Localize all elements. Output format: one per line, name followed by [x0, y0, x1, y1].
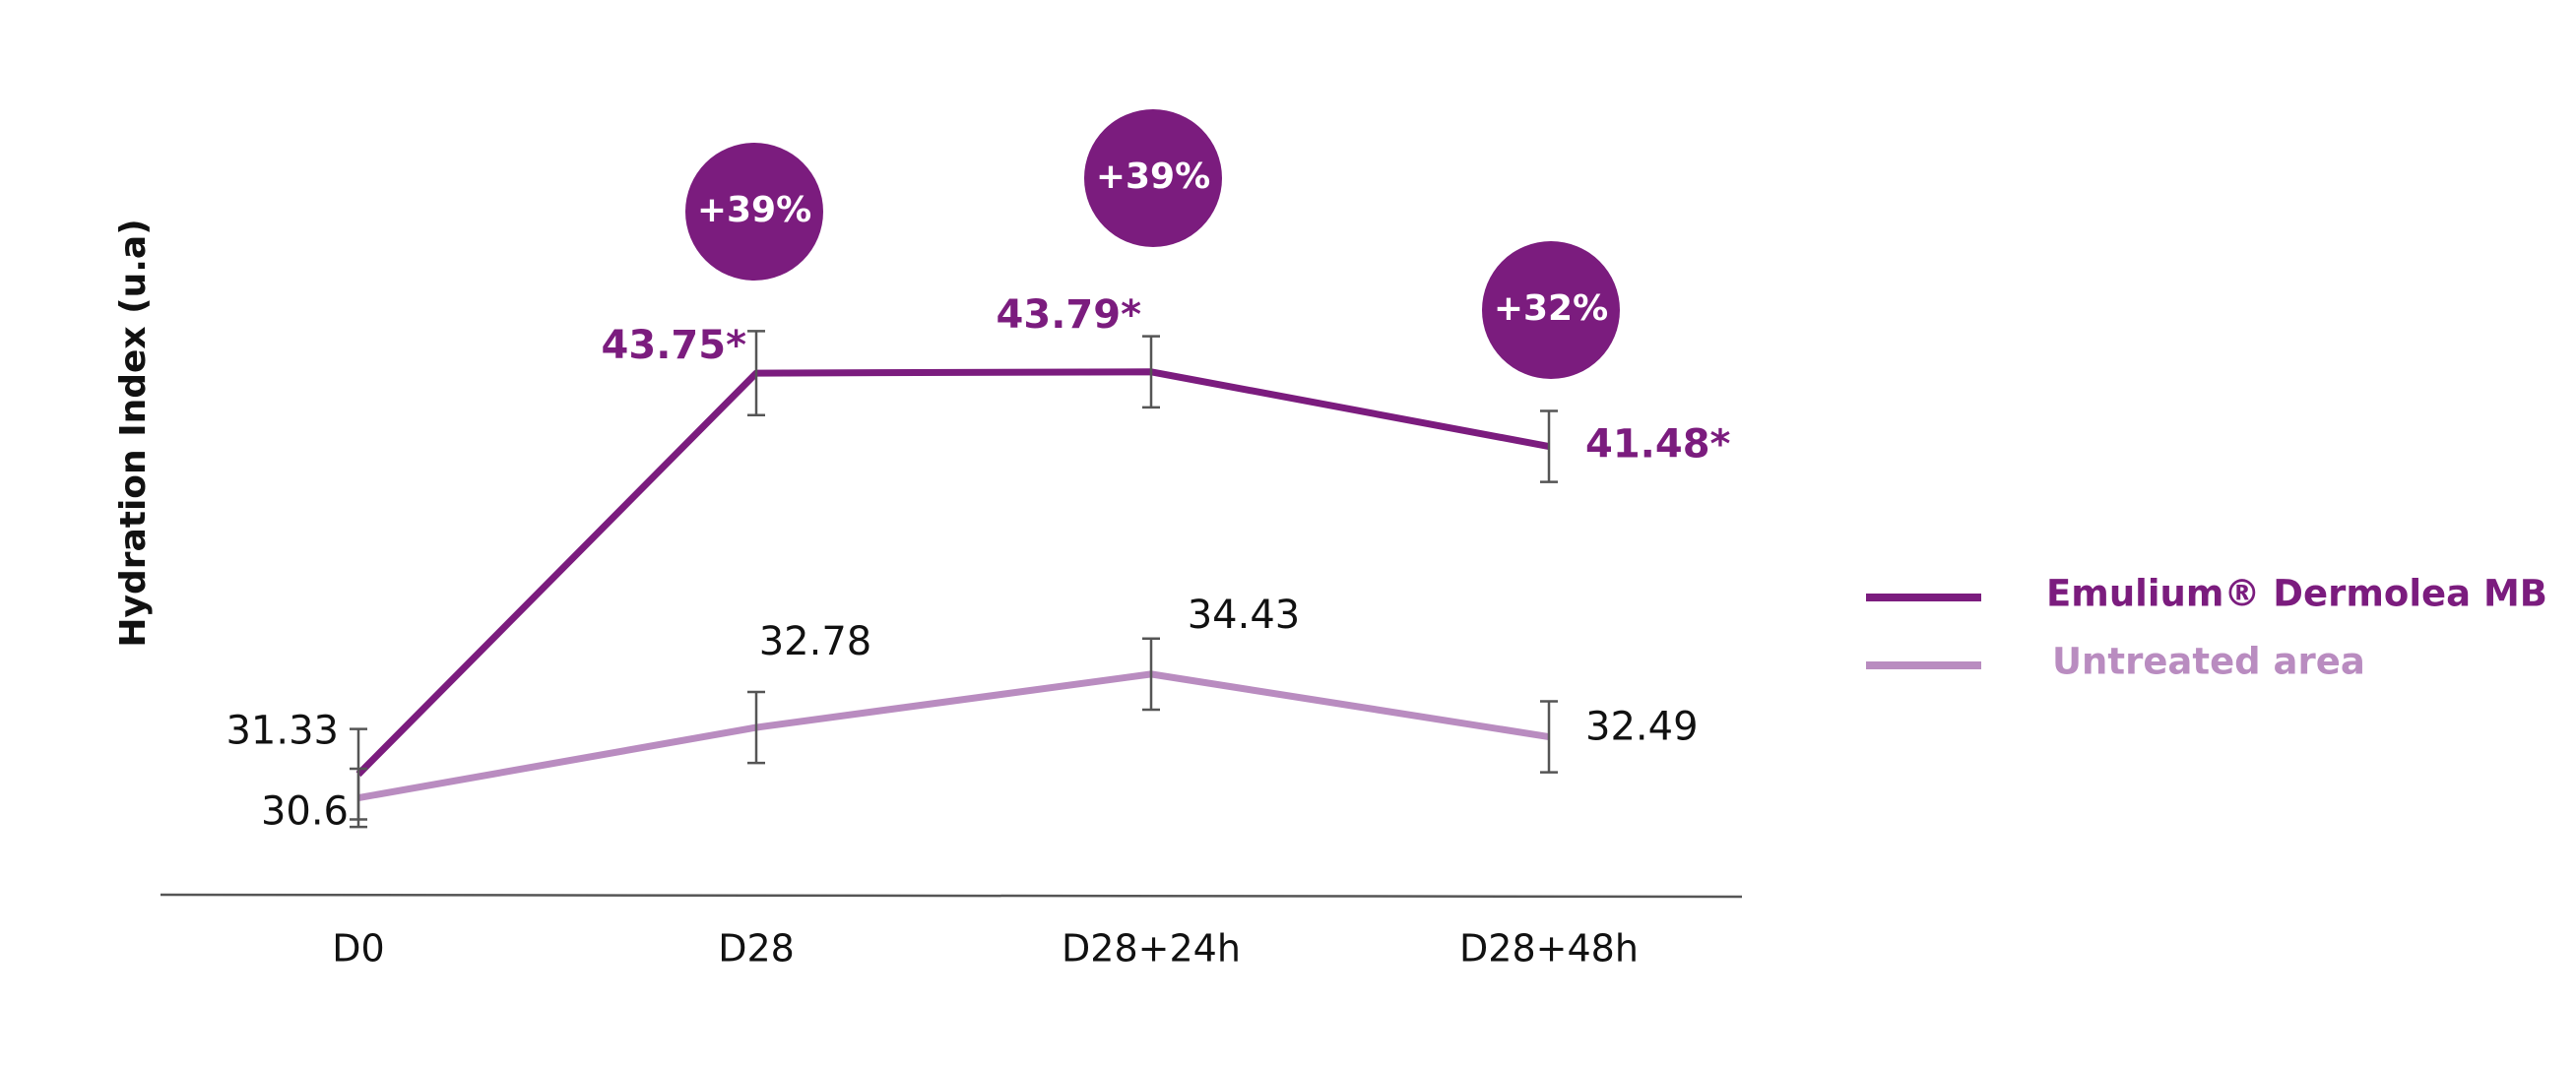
series-line — [357, 670, 1550, 802]
error-bar — [747, 330, 765, 416]
error-bar — [1142, 335, 1160, 409]
value-label: 32.78 — [759, 619, 872, 664]
x-axis — [160, 893, 1743, 899]
annotation-bubble — [1084, 109, 1222, 247]
annotation-bubble — [1482, 241, 1620, 379]
error-bar — [747, 690, 765, 765]
value-label: 30.6 — [261, 789, 349, 835]
x-tick-label: D28 — [718, 927, 795, 971]
value-label: 34.43 — [1188, 593, 1301, 638]
value-label: 43.79* — [997, 292, 1142, 338]
value-label: 31.33 — [225, 709, 339, 754]
annotation: +32% — [1494, 288, 1608, 329]
x-tick-label: D28+48h — [1459, 927, 1639, 971]
error-bar — [1540, 409, 1558, 483]
x-tick-label: D0 — [332, 927, 384, 971]
annotation-bubble — [685, 143, 823, 281]
error-bar — [350, 767, 367, 829]
series-line — [355, 368, 1550, 778]
y-axis-label: Hydration Index (u.a) — [113, 219, 154, 647]
annotation: +39% — [1096, 157, 1210, 197]
annotation: +39% — [697, 190, 811, 230]
x-tick-label: D28+24h — [1062, 927, 1241, 971]
value-label: 32.49 — [1585, 705, 1699, 750]
error-bar — [1540, 700, 1558, 774]
error-bar — [1142, 637, 1160, 712]
legend-label: Emulium® Dermolea MB — [2046, 573, 2547, 615]
legend-label: Untreated area — [2052, 641, 2365, 683]
value-label: 41.48* — [1585, 422, 1731, 468]
value-label: 43.75* — [602, 323, 747, 368]
